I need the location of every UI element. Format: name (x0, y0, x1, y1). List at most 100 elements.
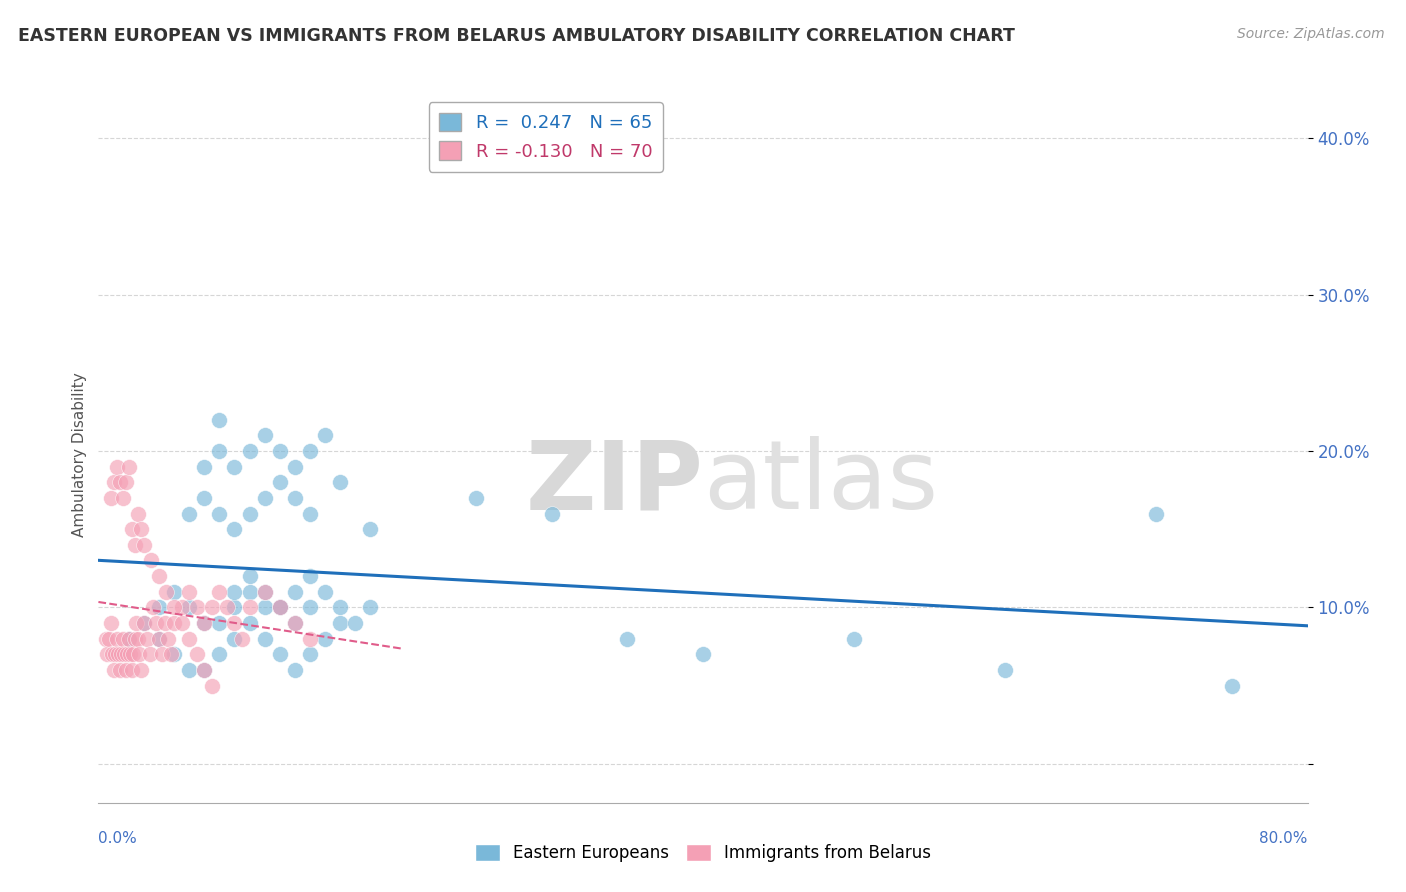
Point (148, 600, 170, 615)
Point (284, 491, 307, 505)
Point (329, 615, 352, 630)
Point (224, 600, 246, 615)
Point (193, 663, 215, 677)
Point (124, 538, 146, 552)
Point (201, 600, 224, 615)
Point (193, 459, 215, 474)
Point (163, 600, 186, 615)
Point (127, 632, 149, 646)
Point (132, 615, 155, 630)
Point (96, 647, 118, 661)
Point (156, 632, 179, 646)
Point (122, 647, 145, 661)
Point (360, 522, 382, 536)
Point (114, 663, 136, 677)
Point (208, 444, 231, 458)
Point (142, 600, 165, 615)
Point (239, 569, 262, 583)
Point (120, 647, 142, 661)
Point (284, 615, 307, 630)
Point (118, 459, 141, 474)
Point (103, 663, 125, 677)
Point (153, 615, 176, 630)
Point (135, 632, 157, 646)
Point (100, 615, 122, 630)
Point (118, 632, 141, 646)
Point (148, 632, 170, 646)
Point (231, 632, 253, 646)
Point (224, 615, 246, 630)
Point (186, 647, 208, 661)
Point (1220, 679, 1243, 693)
Point (224, 522, 246, 536)
Point (163, 647, 186, 661)
Point (540, 507, 562, 521)
Point (121, 663, 143, 677)
Point (108, 663, 131, 677)
Point (193, 615, 215, 630)
Point (163, 584, 186, 599)
Point (269, 475, 291, 490)
Point (253, 584, 276, 599)
Point (329, 600, 352, 615)
Point (239, 600, 262, 615)
Text: 0.0%: 0.0% (98, 830, 138, 846)
Text: Source: ZipAtlas.com: Source: ZipAtlas.com (1237, 27, 1385, 41)
Point (284, 615, 307, 630)
Point (994, 663, 1017, 677)
Point (269, 600, 291, 615)
Point (329, 475, 352, 490)
Point (224, 459, 246, 474)
Point (208, 413, 231, 427)
Point (132, 615, 155, 630)
Point (129, 522, 152, 536)
Point (208, 584, 231, 599)
Point (215, 600, 238, 615)
Point (170, 600, 193, 615)
Y-axis label: Ambulatory Disability: Ambulatory Disability (72, 373, 87, 537)
Point (114, 475, 136, 490)
Point (118, 632, 141, 646)
Point (179, 584, 201, 599)
Point (150, 647, 173, 661)
Point (239, 615, 262, 630)
Text: EASTERN EUROPEAN VS IMMIGRANTS FROM BELARUS AMBULATORY DISABILITY CORRELATION CH: EASTERN EUROPEAN VS IMMIGRANTS FROM BELA… (18, 27, 1015, 45)
Point (139, 647, 162, 661)
Point (299, 569, 322, 583)
Point (163, 615, 186, 630)
Point (239, 444, 262, 458)
Point (141, 553, 163, 567)
Point (100, 491, 122, 505)
Point (179, 600, 201, 615)
Point (253, 632, 276, 646)
Point (239, 584, 262, 599)
Point (105, 632, 128, 646)
Point (224, 632, 246, 646)
Point (284, 663, 307, 677)
Point (132, 538, 155, 552)
Point (98, 632, 121, 646)
Point (269, 647, 291, 661)
Point (284, 584, 307, 599)
Point (269, 600, 291, 615)
Point (155, 584, 177, 599)
Point (110, 647, 132, 661)
Point (1144, 507, 1167, 521)
Point (104, 647, 127, 661)
Point (128, 647, 150, 661)
Point (148, 569, 170, 583)
Point (208, 615, 231, 630)
Point (115, 647, 138, 661)
Text: 80.0%: 80.0% (1260, 830, 1308, 846)
Legend: R =  0.247   N = 65, R = -0.130   N = 70: R = 0.247 N = 65, R = -0.130 N = 70 (429, 103, 664, 171)
Point (299, 507, 322, 521)
Point (145, 615, 167, 630)
Point (186, 600, 208, 615)
Point (111, 491, 134, 505)
Point (224, 584, 246, 599)
Point (284, 459, 307, 474)
Point (108, 475, 131, 490)
Point (692, 647, 714, 661)
Point (112, 647, 135, 661)
Point (179, 507, 201, 521)
